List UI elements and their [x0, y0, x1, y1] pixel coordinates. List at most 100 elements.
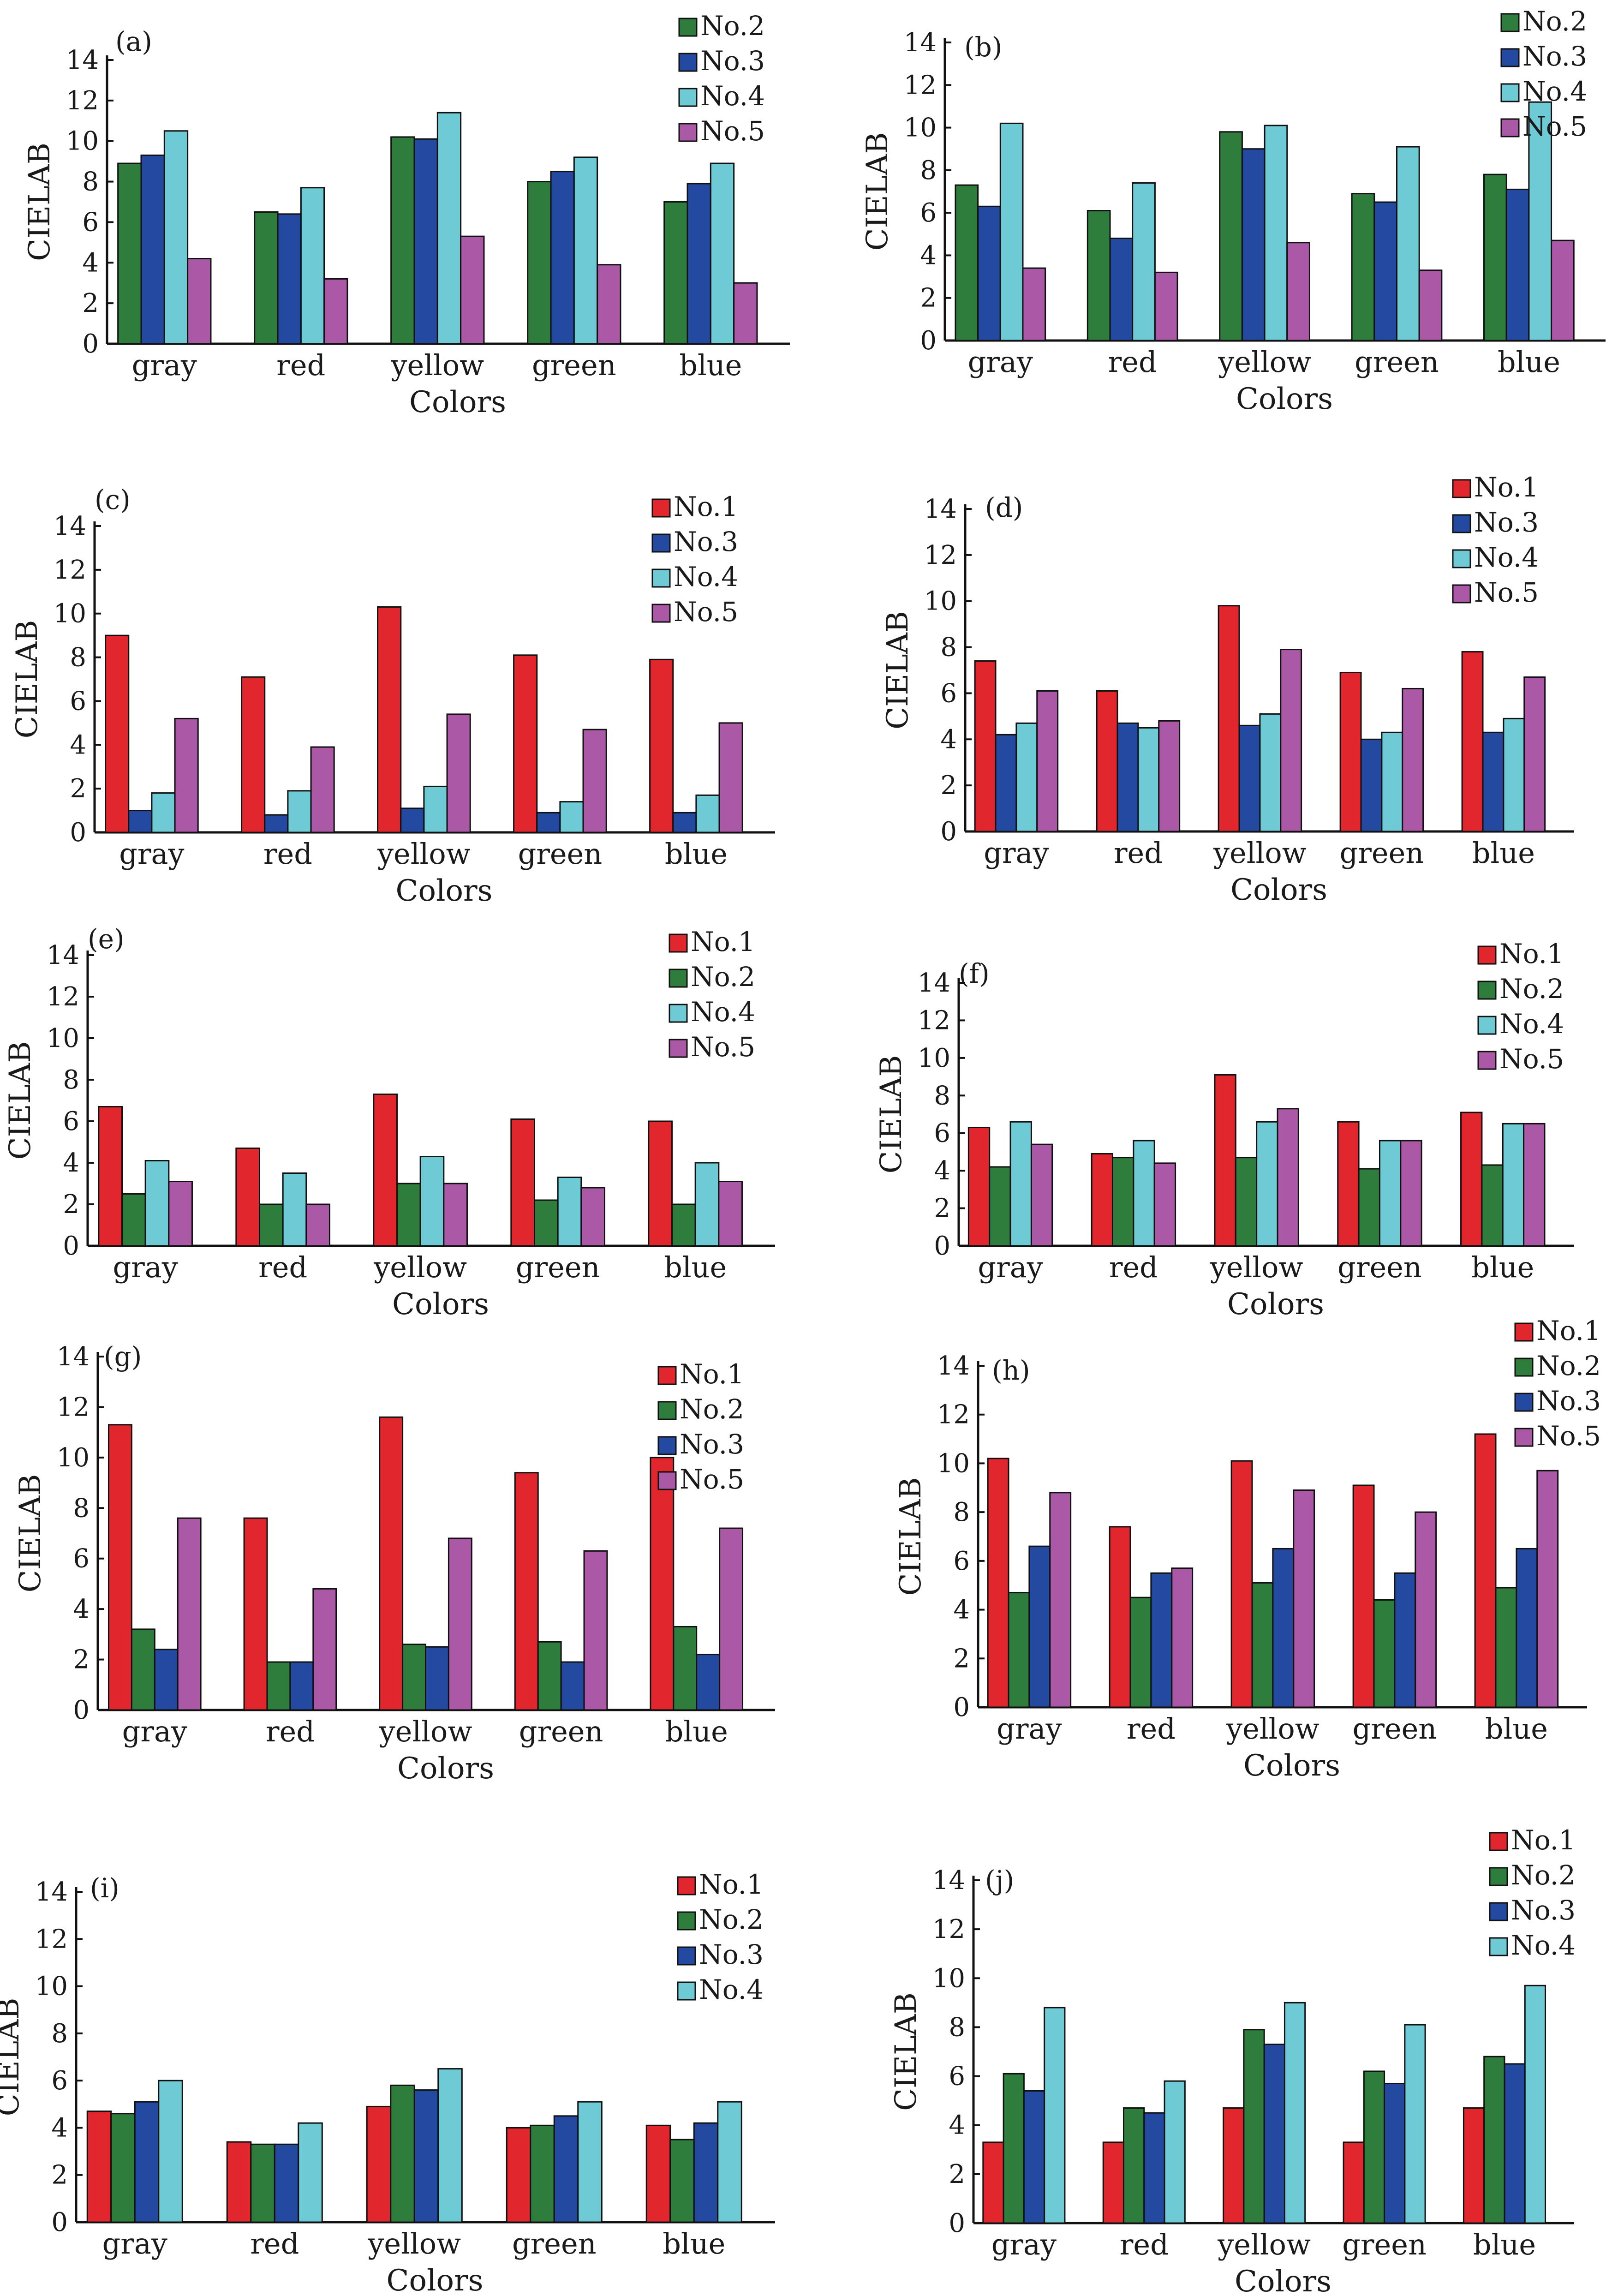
- bar-no4-red: [287, 790, 312, 833]
- bar-no1-yellow: [1223, 2107, 1245, 2224]
- bar-no1-yellow: [1230, 1460, 1253, 1708]
- legend-label: No.1: [1536, 1315, 1601, 1346]
- legend-swatch: [651, 568, 671, 588]
- y-tick-label: 2: [51, 2160, 68, 2190]
- bar-no4-green: [577, 2101, 603, 2223]
- bar-no2-red: [1087, 210, 1111, 341]
- legend-label: No.5: [700, 115, 765, 147]
- bar-no2-gray: [1008, 1592, 1030, 1708]
- bar-no1-gray: [982, 2141, 1004, 2224]
- legend-swatch: [1500, 48, 1520, 67]
- panel-label: (b): [964, 31, 1002, 63]
- category-label-green: green: [1337, 1250, 1422, 1284]
- category-label-gray: gray: [997, 1712, 1062, 1746]
- chart-panel-1: (a) 0 2 4 6 8 10 12 14 CIELAB gray red yellow green bl…: [23, 10, 790, 419]
- bar-no2-gray: [117, 162, 142, 345]
- bar-no4-yellow: [436, 112, 462, 345]
- y-tick-label: 2: [63, 1190, 79, 1220]
- bar-no3-gray: [1028, 1545, 1051, 1708]
- panel-label: (d): [985, 492, 1023, 523]
- legend-label: No.1: [1511, 1824, 1576, 1856]
- y-tick-label: 14: [35, 1877, 68, 1907]
- panel-label: (e): [88, 923, 125, 955]
- legend-swatch: [1452, 549, 1471, 568]
- y-tick-label: 12: [35, 1924, 68, 1954]
- bar-no1-gray: [974, 660, 997, 832]
- y-tick-label: 0: [920, 326, 937, 356]
- bar-no4-gray: [144, 1160, 170, 1247]
- bar-no1-red: [1096, 690, 1118, 832]
- y-tick-label: 0: [953, 1692, 970, 1722]
- panel-label: (f): [959, 958, 990, 989]
- legend-label: No.2: [680, 1393, 744, 1425]
- y-tick-label: 10: [66, 126, 99, 156]
- y-tick-label: 12: [47, 982, 79, 1012]
- bar-no1-yellow: [366, 2105, 392, 2223]
- bar-no2-blue: [663, 201, 688, 345]
- category-label-blue: blue: [663, 2227, 725, 2260]
- legend-swatch: [1452, 479, 1471, 498]
- y-tick-label: 6: [953, 1546, 970, 1576]
- bar-no4-green: [1404, 2024, 1426, 2224]
- bar-no2-yellow: [1251, 1582, 1274, 1708]
- bar-no3-red: [1116, 722, 1139, 832]
- category-label-yellow: yellow: [390, 348, 484, 382]
- y-axis-title: CIELAB: [0, 1998, 26, 2117]
- bar-no3-green: [553, 2115, 579, 2223]
- legend: No.1 No.2 No.4No.5: [1477, 938, 1564, 1075]
- y-tick-label: 14: [937, 1351, 970, 1381]
- bar-no2-gray: [989, 1166, 1011, 1247]
- bar-no3-green: [1373, 201, 1397, 341]
- legend-swatch: [1477, 981, 1497, 1000]
- legend-swatch: [651, 498, 671, 518]
- y-tick-label: 12: [937, 1400, 970, 1430]
- bar-no2-red: [266, 1661, 291, 1711]
- bar-no2-blue: [1495, 1587, 1517, 1708]
- y-tick-label: 0: [70, 818, 86, 848]
- y-axis-title: CIELAB: [860, 132, 895, 251]
- y-tick-label: 14: [932, 1866, 965, 1895]
- category-label-red: red: [266, 1715, 315, 1748]
- bar-no1-green: [510, 1118, 535, 1247]
- category-label-green: green: [532, 348, 616, 382]
- category-label-green: green: [519, 1715, 603, 1748]
- bar-no4-blue: [1503, 718, 1525, 832]
- y-tick-label: 2: [920, 283, 937, 313]
- bar-no1-green: [506, 2127, 531, 2223]
- bar-no2-gray: [1003, 2073, 1025, 2224]
- bar-no4-red: [1164, 2080, 1186, 2224]
- category-label-gray: gray: [984, 836, 1049, 870]
- bar-no4-blue: [695, 794, 720, 833]
- x-axis-title: Colors: [392, 1287, 489, 1321]
- y-tick-label: 8: [70, 643, 86, 673]
- bar-no4-yellow: [1284, 2002, 1306, 2224]
- bar-no5-blue: [1523, 1123, 1546, 1247]
- bar-no3-blue: [696, 1654, 721, 1711]
- bar-no5-red: [305, 1203, 330, 1247]
- bar-no1-gray: [98, 1106, 123, 1247]
- bar-no1-green: [1343, 2141, 1365, 2224]
- legend-swatch: [657, 1471, 677, 1490]
- bar-no5-red: [312, 1588, 337, 1711]
- legend-label: No.3: [1511, 1895, 1576, 1926]
- bar-no1-blue: [1474, 1433, 1497, 1708]
- x-axis-title: Colors: [1230, 873, 1327, 907]
- legend-label: No.2: [1499, 973, 1564, 1004]
- y-tick-label: 12: [57, 1392, 90, 1422]
- category-label-yellow: yellow: [1210, 1250, 1303, 1284]
- y-axis-title: CIELAB: [23, 143, 57, 261]
- legend-label: No.5: [680, 1464, 744, 1495]
- bar-no3-gray: [154, 1649, 179, 1711]
- y-tick-label: 6: [70, 686, 86, 716]
- legend-swatch: [1514, 1393, 1534, 1412]
- bar-no5-blue: [1536, 1470, 1559, 1708]
- legend-swatch: [1489, 1867, 1508, 1886]
- y-tick-label: 8: [63, 1065, 79, 1095]
- bar-no3-green: [560, 1661, 585, 1711]
- legend-label: No.4: [1522, 76, 1587, 107]
- y-tick-label: 14: [924, 494, 957, 524]
- bar-no2-gray: [110, 2113, 136, 2223]
- bar-no5-green: [1400, 1140, 1422, 1247]
- bar-no4-yellow: [419, 1156, 445, 1247]
- category-label-blue: blue: [1472, 836, 1535, 870]
